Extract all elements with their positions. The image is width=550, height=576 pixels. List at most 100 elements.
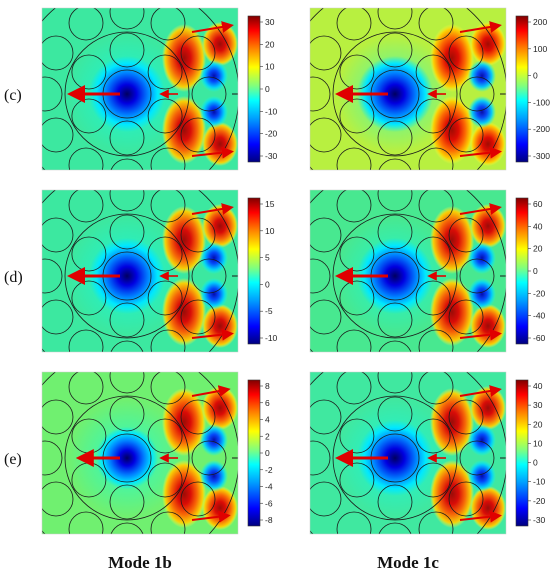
air-hole-outline [109, 8, 145, 30]
air-hole-outline [459, 440, 495, 476]
air-hole-outline [377, 214, 413, 250]
field-hotspot [202, 122, 238, 166]
air-hole-outline [68, 372, 104, 405]
colorbar-tick-label: -5 [265, 306, 273, 316]
field-hotspot [470, 204, 506, 248]
air-hole-outline [150, 190, 186, 223]
force-arrow [459, 328, 502, 341]
row-label: (e) [4, 451, 22, 468]
field-coldspot-core [357, 420, 433, 496]
air-hole-outline [191, 76, 227, 112]
colorbar [247, 379, 261, 527]
field-coldspot [468, 278, 496, 310]
colorbar-tick-label: 20 [265, 39, 275, 49]
colorbar-tick-label: -4 [265, 482, 273, 492]
field-coldspot-core [357, 56, 433, 132]
colorbar-tick-label: 100 [533, 44, 547, 54]
field-hotspot [202, 22, 238, 66]
force-arrow [191, 328, 234, 341]
colorbar-tick-label: 10 [533, 438, 543, 448]
row-label: (c) [4, 87, 22, 104]
air-hole-outline [147, 280, 183, 316]
colorbar-tick-label: 15 [265, 199, 275, 209]
air-hole-outline [310, 76, 331, 112]
ring-outline [332, 213, 458, 339]
air-hole-outline [180, 217, 216, 253]
colorbar-tick-label: -30 [265, 151, 278, 161]
force-arrow [191, 385, 231, 397]
field-hotspot [430, 278, 474, 346]
air-hole-outline [42, 76, 63, 112]
air-hole-outline [448, 481, 484, 517]
air-hole-outline [459, 258, 495, 294]
colorbar-tick-label: 0 [533, 458, 538, 468]
field-hotspot [470, 122, 506, 166]
air-hole-outline [71, 236, 107, 272]
air-hole-outline [68, 190, 104, 223]
field-hotspot [430, 24, 474, 92]
force-arrow [191, 21, 234, 33]
air-hole-outline [339, 54, 375, 90]
row-label: (d) [4, 269, 23, 286]
field-panel: 15 10 5 0 -5 -10 [41, 189, 278, 353]
air-hole-outline [109, 120, 145, 156]
air-hole-outline [109, 302, 145, 338]
colorbar [515, 197, 529, 345]
force-arrow [191, 510, 231, 523]
air-hole-outline [336, 372, 372, 405]
field-hotspot [162, 460, 206, 528]
column-label: Mode 1b [108, 553, 172, 572]
air-hole-outline [150, 511, 186, 534]
colorbar-tick-label: -100 [533, 97, 550, 107]
air-hole-outline [109, 214, 145, 250]
field-hotspot [202, 386, 238, 430]
air-hole-outline [310, 440, 331, 476]
air-hole-outline [418, 190, 454, 223]
colorbar-tick-label: -10 [265, 333, 278, 343]
air-hole-outline [377, 32, 413, 68]
colorbar-tick-label: -10 [533, 477, 546, 487]
colorbar-tick-label: 40 [533, 221, 543, 231]
air-hole-outline [110, 340, 144, 352]
air-hole-outline [71, 280, 107, 316]
ring-outline [64, 395, 190, 521]
air-hole-outline [180, 117, 216, 153]
air-hole-outline [147, 54, 183, 90]
air-hole-outline [336, 329, 372, 352]
field-coldspot [200, 96, 228, 128]
colorbar-tick-label: 30 [533, 400, 543, 410]
colorbar-tick-label: -20 [533, 496, 546, 506]
air-hole-outline [448, 35, 484, 71]
air-hole-outline [150, 372, 186, 405]
ring-outline [64, 213, 190, 339]
air-hole-outline [191, 440, 227, 476]
air-hole-outline [71, 98, 107, 134]
field-coldspot-core [89, 56, 165, 132]
force-arrow [459, 385, 502, 397]
force-arrow [191, 146, 234, 159]
air-hole-outline [339, 98, 375, 134]
air-hole-outline [377, 190, 413, 212]
colorbar-tick-label: 20 [533, 244, 543, 254]
air-hole-outline [109, 396, 145, 432]
air-hole-outline [42, 299, 74, 335]
field-hotspot [470, 22, 506, 66]
air-hole-outline [42, 217, 74, 253]
field-hotspot [470, 486, 506, 530]
air-hole-outline [180, 481, 216, 517]
air-hole-outline [42, 35, 74, 71]
field-coldspot [200, 424, 228, 456]
air-hole-outline [339, 418, 375, 454]
field-coldspot [468, 460, 496, 492]
field-hotspot [430, 388, 474, 456]
air-hole-outline [42, 440, 63, 476]
field-coldspot-core [357, 238, 433, 314]
force-arrow [191, 203, 234, 215]
colorbar-tick-label: 0 [265, 84, 270, 94]
field-hotspot [162, 24, 206, 92]
air-hole-outline [180, 299, 216, 335]
air-hole-outline [68, 147, 104, 170]
colorbar-tick-label: 0 [533, 71, 538, 81]
colorbar-tick-label: -20 [265, 129, 278, 139]
